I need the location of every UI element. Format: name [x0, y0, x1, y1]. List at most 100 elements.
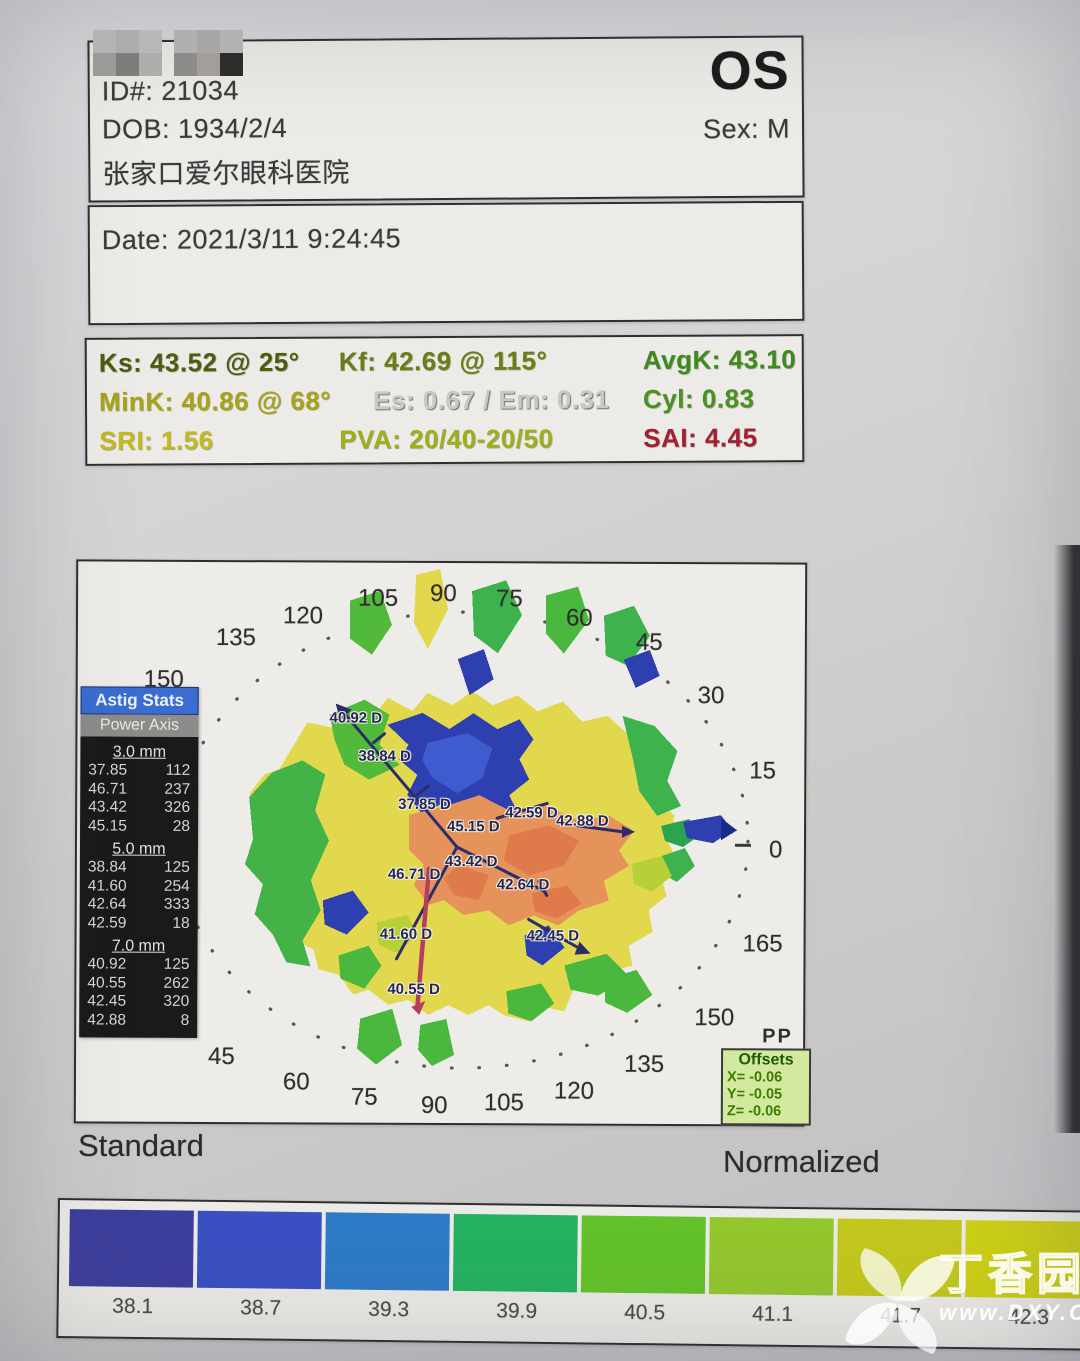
- astig-section-7mm: 7.0 mm 40.92 125 40.55 262 42.45 320 42.88 8: [85, 937, 191, 1029]
- power-point-label: 40.92 D: [329, 709, 383, 727]
- power-point-label: 42.64 D: [496, 876, 550, 894]
- angle-tick-label: 90: [430, 579, 457, 608]
- zone-label: 5.0 mm: [112, 840, 166, 858]
- stat-es-em: Es: 0.67 / Em: 0.31: [372, 384, 610, 416]
- offsets-box: Offsets X= -0.06 Y= -0.05 Z= -0.06: [720, 1048, 812, 1126]
- color-swatch: [196, 1210, 322, 1290]
- angle-tick-label: 45: [208, 1042, 235, 1071]
- exam-date-box: Date: 2021/3/11 9:24:45: [87, 200, 805, 326]
- mosaic-cluster: [174, 30, 243, 76]
- angle-tick-label: 30: [697, 682, 725, 710]
- watermark-brand: 丁香园: [938, 1249, 1080, 1300]
- polar-tick-ring: [174, 610, 750, 1070]
- angle-tick-label: 90: [420, 1091, 448, 1120]
- astig-row: 46.71 237: [88, 779, 191, 798]
- astig-section-5mm: 5.0 mm 38.84 125 41.60 254 42.64 333 42.59 1…: [86, 840, 192, 932]
- astig-row: 38.84 125: [87, 858, 190, 876]
- dxy-watermark: 丁香园 www.DXY.CN: [845, 1238, 1080, 1356]
- axis-arms: [344, 713, 624, 961]
- angle-tick-label: 135: [623, 1050, 665, 1078]
- power-point-label: 40.55 D: [387, 980, 440, 998]
- power-point-label: 46.71 D: [387, 865, 441, 883]
- offset-z: Z= -0.06: [726, 1103, 782, 1120]
- color-swatch: [452, 1213, 578, 1293]
- stat-cyl: Cyl: 0.83: [642, 383, 755, 414]
- zone-label: 7.0 mm: [111, 937, 166, 955]
- astig-row: 41.60 254: [87, 876, 190, 895]
- astig-row: 40.92 125: [87, 955, 190, 973]
- angle-tick-label: 15: [749, 757, 777, 785]
- pp-label: PP: [762, 1025, 793, 1048]
- angle-tick-label: 120: [282, 602, 324, 630]
- patient-id: ID#: 21034: [101, 75, 240, 107]
- scale-mode-normalized: Normalized: [723, 1144, 880, 1179]
- stat-sai: SAI: 4.45: [643, 422, 758, 453]
- scale-value: 38.7: [240, 1296, 282, 1320]
- watermark-site: www.DXY.CN: [939, 1300, 1080, 1325]
- stat-sri: SRI: 1.56: [99, 425, 214, 456]
- astig-row: 42.64 333: [87, 895, 190, 913]
- color-swatch: [68, 1209, 194, 1288]
- hospital-name: 张家口爱尔眼科医院: [102, 157, 350, 190]
- astig-row: 42.59 18: [87, 913, 190, 932]
- angle-tick-label: 165: [742, 930, 783, 958]
- angle-tick-label: 105: [483, 1089, 524, 1117]
- angle-tick-label: 75: [496, 585, 523, 613]
- angle-tick-label: 0: [768, 836, 783, 864]
- scale-value: 41.1: [752, 1302, 794, 1326]
- stat-mink: MinK: 40.86 @ 68°: [98, 385, 332, 417]
- astig-row: 42.88 8: [87, 1010, 190, 1029]
- angle-tick-label: 120: [553, 1077, 595, 1105]
- power-point-label: 41.60 D: [379, 925, 433, 943]
- astig-stats-panel: Astig Stats Power Axis 3.0 mm 37.85 112 4…: [79, 686, 199, 1038]
- color-swatch: [708, 1216, 834, 1296]
- zone-label: 3.0 mm: [112, 743, 167, 761]
- offset-y: Y= -0.05: [726, 1086, 783, 1103]
- astig-stats-title: Astig Stats: [80, 686, 199, 715]
- dxy-leaf-logo: [845, 1248, 955, 1354]
- topography-map-box: 135 120 105 90 75 60 45 30 15 0 165 150 …: [73, 559, 812, 1127]
- eye-label: OS: [709, 40, 790, 102]
- stat-pva: PVA: 20/40-20/50: [339, 423, 554, 455]
- exam-date: Date: 2021/3/11 9:24:45: [101, 223, 402, 256]
- power-point-label: 42.88 D: [556, 812, 609, 830]
- stat-kf: Kf: 42.69 @ 115°: [338, 345, 548, 377]
- angle-tick-label: 60: [282, 1068, 310, 1096]
- power-point-label: 38.84 D: [358, 747, 411, 765]
- offset-x: X= -0.06: [726, 1069, 783, 1086]
- astig-row: 40.55 262: [87, 973, 190, 992]
- scale-value: 39.9: [496, 1299, 538, 1323]
- angle-tick-label: 150: [694, 1004, 735, 1032]
- power-point-label: 43.42 D: [444, 853, 498, 871]
- mosaic-cluster: [93, 30, 162, 76]
- stat-ks: Ks: 43.52 @ 25°: [98, 346, 300, 378]
- scale-value: 39.3: [368, 1297, 410, 1322]
- angle-tick-label: 75: [350, 1083, 378, 1111]
- color-swatch: [324, 1212, 450, 1291]
- angle-tick-label: 135: [215, 624, 256, 652]
- axis-arrowheads: [335, 703, 636, 955]
- flat-axis-arm-red: [411, 866, 432, 1015]
- astig-stats-table: 3.0 mm 37.85 112 46.71 237 43.42 326 45.15 2…: [79, 736, 199, 1038]
- astig-row: 43.42 326: [88, 798, 191, 816]
- power-point-label: 45.15 D: [447, 818, 500, 836]
- stat-avgk: AvgK: 43.10: [642, 344, 797, 375]
- power-point-label: 42.45 D: [526, 927, 580, 945]
- astig-row: 37.85 112: [88, 761, 191, 779]
- astig-row: 42.45 320: [87, 992, 190, 1010]
- power-point-label: 37.85 D: [398, 795, 451, 814]
- power-point-label: 42.59 D: [505, 804, 558, 822]
- offsets-title: Offsets: [738, 1051, 794, 1069]
- scale-value: 40.5: [624, 1300, 666, 1325]
- patient-dob: DOB: 1934/2/4: [101, 113, 288, 145]
- redacted-name-mosaic: [93, 30, 243, 76]
- angle-tick-label: 60: [565, 604, 593, 632]
- patient-sex: Sex: M: [702, 113, 791, 145]
- scale-mode-standard: Standard: [78, 1128, 204, 1163]
- color-swatch: [580, 1215, 706, 1294]
- topography-blob: [244, 568, 738, 1066]
- angle-tick-label: 45: [635, 628, 663, 656]
- topography-map-svg: [174, 568, 751, 1070]
- angle-tick-label: 105: [358, 584, 399, 612]
